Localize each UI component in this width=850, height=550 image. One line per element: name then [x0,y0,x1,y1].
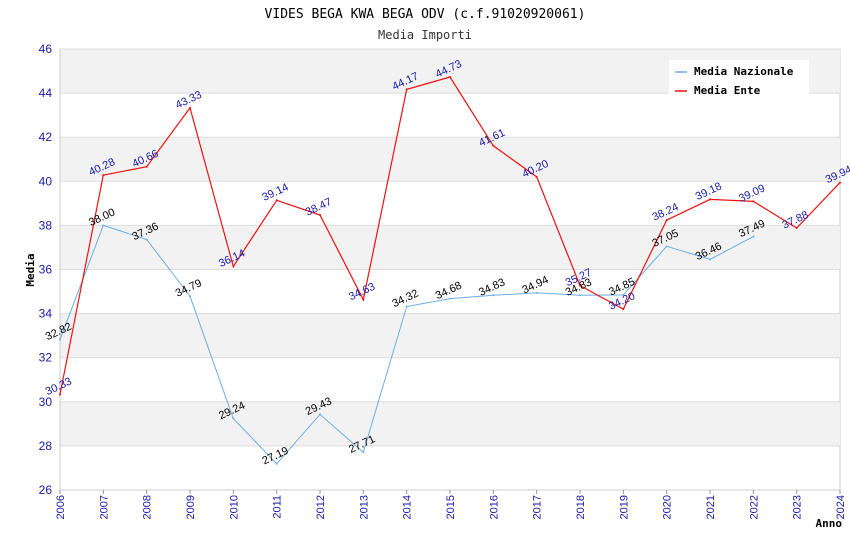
data-point [709,198,711,201]
y-tick-label: 30 [39,395,53,409]
grid-band [60,225,840,270]
grid-band [60,401,840,446]
data-point [449,76,451,79]
y-tick-label: 34 [39,307,53,321]
legend-label-ente: Media Ente [694,84,761,97]
series-lines [59,76,841,465]
grid-band [60,137,840,182]
y-tick-label: 42 [39,130,53,144]
data-point [449,297,451,300]
data-point [839,181,841,184]
data-point [275,199,278,202]
data-point [622,308,625,311]
data-point [665,245,668,248]
data-point [232,265,235,268]
data-point [709,258,711,261]
x-tick-label: 2010 [228,495,240,519]
data-point [319,413,321,416]
x-tick-label: 2013 [358,495,370,519]
x-tick-label: 2024 [835,495,847,519]
x-tick-label: 2021 [705,495,717,519]
data-point [665,219,668,222]
x-tick-label: 2012 [315,495,327,519]
data-point [752,235,755,238]
chart-subtitle: Media Importi [378,28,472,42]
legend: Media Nazionale Media Ente [669,60,809,98]
y-tick-label: 32 [39,351,53,365]
legend-label-nazionale: Media Nazionale [694,65,794,78]
x-tick-label: 2008 [142,495,154,519]
y-axis-ticks: 26 28 30 32 34 36 38 40 42 44 46 [39,42,53,497]
data-point [795,227,798,230]
data-point [189,106,191,109]
x-tick-label: 2019 [618,495,630,519]
y-tick-label: 38 [39,218,53,232]
data-point [102,224,105,227]
data-point [189,295,191,298]
x-tick-label: 2018 [575,495,587,519]
x-tick-label: 2022 [748,495,760,519]
x-tick-label: 2011 [272,495,284,519]
data-point [275,462,278,465]
x-tick-label: 2014 [402,495,414,519]
y-tick-label: 26 [39,483,53,497]
data-point [622,293,625,296]
data-point [319,214,321,217]
y-tick-label: 44 [39,86,53,100]
data-point [59,338,61,341]
y-tick-label: 28 [39,439,53,453]
data-point [535,291,538,294]
y-axis-title: Media [24,253,37,286]
data-point [59,393,61,396]
legend-box [669,60,809,98]
y-tick-label: 36 [39,263,53,277]
data-point [145,165,148,168]
x-tick-label: 2020 [662,495,674,519]
data-point [362,451,365,454]
grid-band [60,313,840,358]
grid-bands [59,48,841,491]
data-point [579,284,581,287]
chart-title: VIDES BEGA KWA BEGA ODV (c.f.91020920061… [265,7,586,22]
x-tick-label: 2006 [55,495,67,519]
data-point [752,200,755,203]
data-point [102,174,105,177]
data-point [405,88,408,91]
data-point [492,294,495,297]
x-tick-label: 2016 [488,495,500,519]
y-tick-label: 40 [39,174,53,188]
data-point [579,294,581,297]
x-tick-label: 2007 [98,495,110,519]
data-point [145,238,148,241]
x-tick-label: 2017 [532,495,544,519]
x-axis-title: Anno [816,517,843,530]
data-point [232,417,235,420]
x-axis-ticks: 2006 2007 2008 2009 2010 2011 2012 2013 2014 2015… [55,490,847,519]
data-point [492,144,495,147]
x-tick-label: 2015 [445,495,457,519]
data-point [405,305,408,308]
x-tick-label: 2023 [792,495,804,519]
data-point [535,175,538,178]
x-tick-label: 2009 [185,495,197,519]
data-point [362,298,365,301]
y-tick-label: 46 [39,42,53,56]
